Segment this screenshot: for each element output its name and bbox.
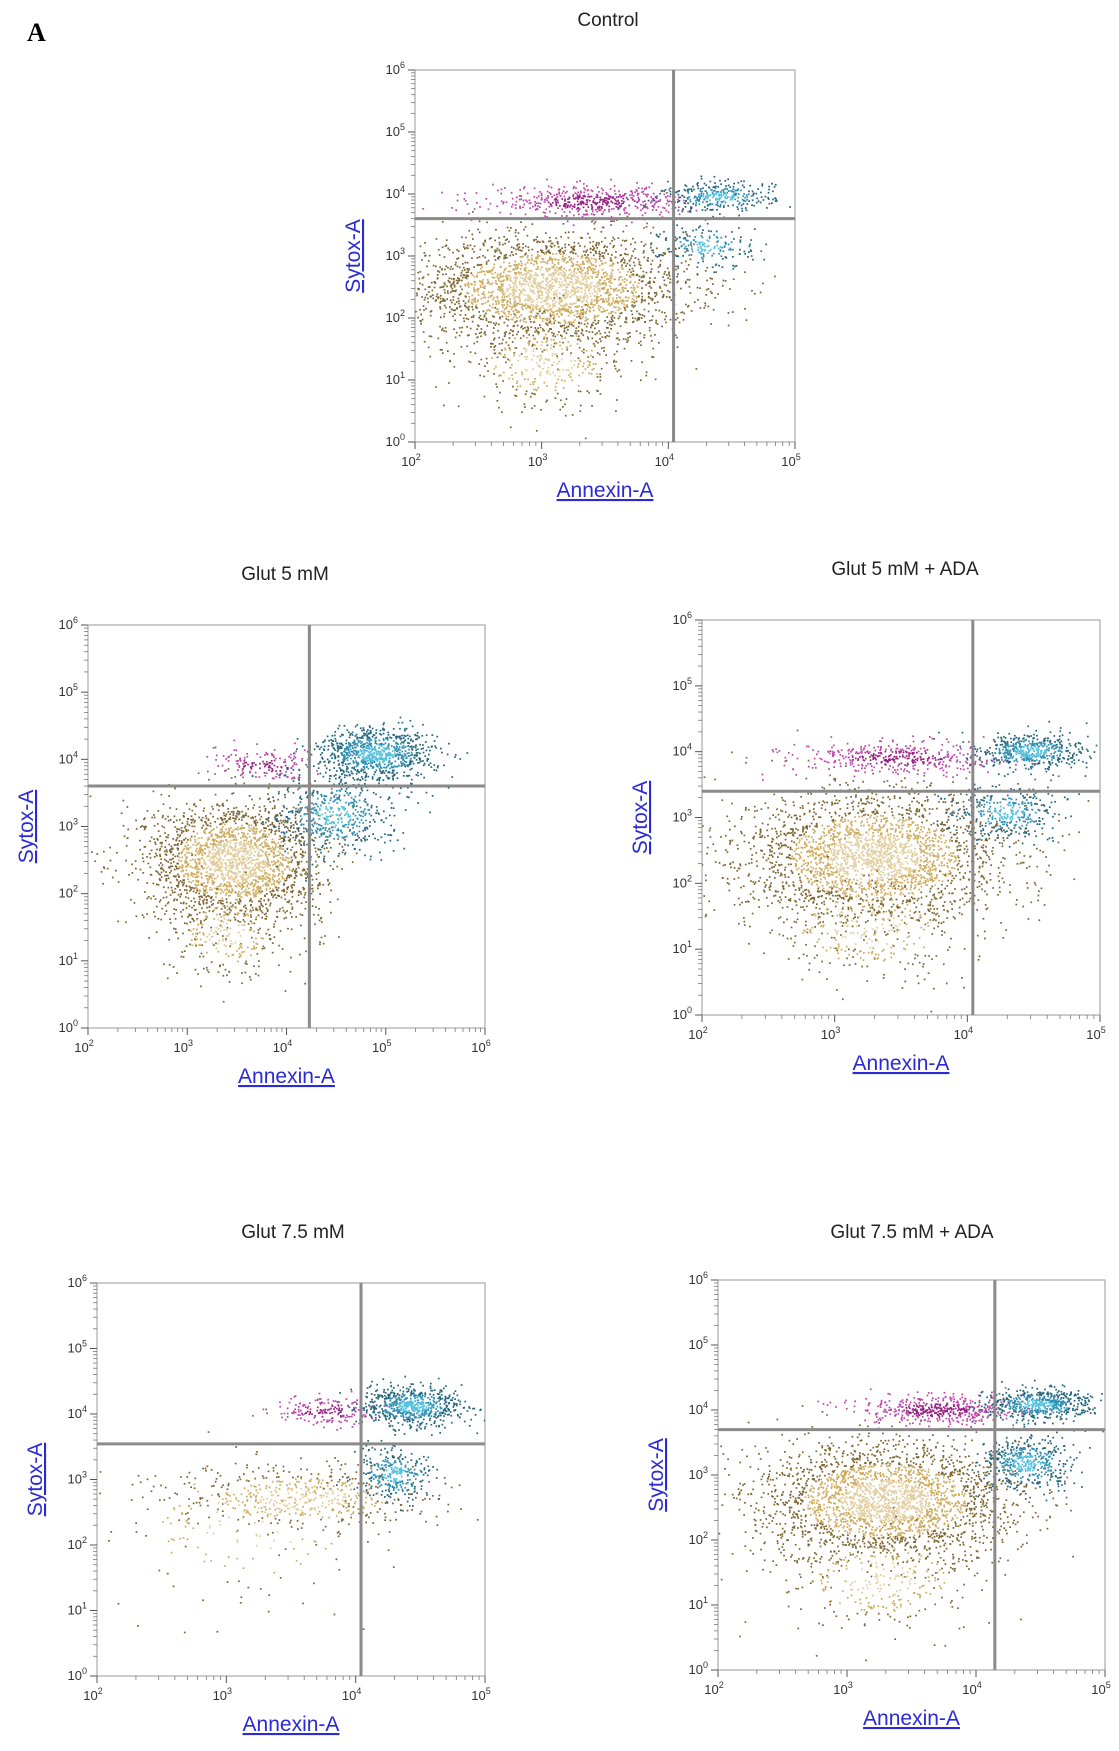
plot-area [414, 69, 796, 443]
plot-title: Glut 5 mM [241, 564, 329, 585]
event-dots [718, 1379, 1104, 1662]
x-axis-label: Annexin-A [557, 479, 654, 502]
x-tick-label: 105 [372, 1038, 391, 1055]
y-tick-label: 100 [673, 1005, 692, 1022]
x-tick-label: 103 [833, 1680, 852, 1697]
y-tick-label: 105 [689, 1335, 708, 1352]
x-tick-label: 102 [74, 1038, 93, 1055]
x-tick-label: 104 [962, 1680, 981, 1697]
y-axis-label: Sytox-A [645, 1438, 668, 1512]
y-tick-label: 104 [68, 1404, 87, 1421]
y-tick-label: 104 [689, 1400, 708, 1417]
x-tick-label: 103 [528, 452, 547, 469]
y-tick-label: 102 [673, 873, 692, 890]
event-dots [415, 175, 791, 440]
y-tick-label: 101 [68, 1601, 87, 1618]
y-tick-label: 106 [689, 1270, 708, 1287]
plot-title: Glut 7.5 mM + ADA [830, 1222, 993, 1243]
x-axis-label: Annexin-A [853, 1052, 950, 1075]
x-tick-label: 105 [781, 452, 800, 469]
y-tick-label: 102 [68, 1535, 87, 1552]
y-axis-label: Sytox-A [629, 781, 652, 855]
y-axis-label: Sytox-A [15, 790, 38, 864]
y-tick-label: 102 [386, 308, 405, 325]
x-tick-label: 104 [954, 1025, 973, 1042]
y-tick-label: 101 [689, 1595, 708, 1612]
x-tick-label: 102 [83, 1686, 102, 1703]
flow-plot-2: Glut 5 mM 102 103 104 105 106 100 101 102 103 104 1… [15, 564, 491, 1088]
y-tick-label: 106 [673, 610, 692, 627]
x-tick-label: 105 [1091, 1680, 1110, 1697]
y-tick-label: 100 [689, 1660, 708, 1677]
y-tick-label: 104 [59, 749, 78, 766]
y-tick-label: 104 [386, 184, 405, 201]
y-tick-label: 100 [68, 1666, 87, 1683]
flow-plot-1: Control 102 103 104 105 100 101 102 103 104 105 106… [342, 10, 801, 502]
plot-area [96, 1282, 486, 1677]
plot-title: Glut 7.5 mM [241, 1222, 344, 1243]
y-tick-label: 103 [689, 1465, 708, 1482]
y-tick-label: 102 [59, 884, 78, 901]
event-dots [89, 716, 469, 1003]
flow-plot-3: Glut 5 mM + ADA 102 103 104 105 100 101 102 103 1… [629, 559, 1106, 1075]
x-tick-label: 105 [1086, 1025, 1105, 1042]
flow-plot-5: Glut 7.5 mM + ADA 102 103 104 105 100 101 102 10… [645, 1222, 1111, 1730]
y-tick-label: 106 [59, 615, 78, 632]
x-axis-label: Annexin-A [243, 1713, 340, 1736]
x-tick-label: 102 [401, 452, 420, 469]
y-tick-label: 103 [68, 1470, 87, 1487]
plot-area [701, 619, 1101, 1016]
x-tick-label: 104 [273, 1038, 292, 1055]
event-dots [99, 1375, 485, 1634]
y-tick-label: 103 [673, 808, 692, 825]
x-tick-label: 104 [342, 1686, 361, 1703]
event-dots [702, 720, 1098, 1013]
y-tick-label: 101 [386, 370, 405, 387]
y-tick-label: 105 [386, 122, 405, 139]
y-tick-label: 100 [386, 432, 405, 449]
x-tick-label: 102 [704, 1680, 723, 1697]
x-tick-label: 103 [821, 1025, 840, 1042]
y-tick-label: 101 [59, 951, 78, 968]
y-tick-label: 103 [386, 246, 405, 263]
x-tick-label: 105 [471, 1686, 490, 1703]
x-axis-label: Annexin-A [863, 1707, 960, 1730]
x-tick-label: 103 [213, 1686, 232, 1703]
flow-plot-4: Glut 7.5 mM 102 103 104 105 100 101 102 103 104 10… [24, 1222, 491, 1736]
y-tick-label: 100 [59, 1018, 78, 1035]
x-axis-label: Annexin-A [238, 1065, 335, 1088]
plot-title: Control [577, 10, 638, 31]
y-tick-label: 105 [68, 1339, 87, 1356]
y-tick-label: 104 [673, 742, 692, 759]
y-tick-label: 101 [673, 939, 692, 956]
y-tick-label: 106 [68, 1273, 87, 1290]
y-tick-label: 105 [59, 682, 78, 699]
x-tick-label: 102 [688, 1025, 707, 1042]
y-tick-label: 103 [59, 817, 78, 834]
y-axis-label: Sytox-A [24, 1443, 47, 1517]
x-tick-label: 103 [174, 1038, 193, 1055]
plot-title: Glut 5 mM + ADA [831, 559, 979, 580]
x-tick-label: 104 [655, 452, 674, 469]
y-tick-label: 106 [386, 60, 405, 77]
y-tick-label: 102 [689, 1530, 708, 1547]
x-tick-label: 106 [471, 1038, 490, 1055]
panel-letter: A [27, 18, 46, 47]
y-tick-label: 105 [673, 676, 692, 693]
y-axis-label: Sytox-A [342, 219, 365, 293]
